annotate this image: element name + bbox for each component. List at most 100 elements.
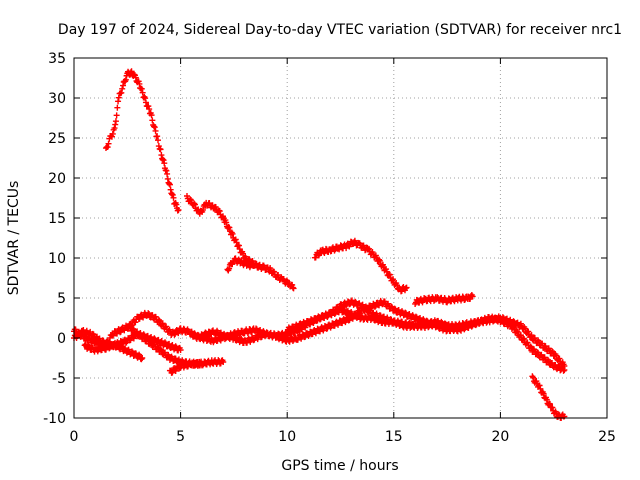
- data-point: [191, 200, 198, 207]
- data-point: [134, 328, 141, 335]
- data-point: [542, 343, 549, 350]
- data-point: [560, 367, 567, 374]
- data-point: [263, 329, 270, 336]
- data-point: [132, 319, 139, 326]
- data-point: [250, 263, 257, 269]
- data-point: [156, 318, 163, 325]
- data-point: [352, 298, 359, 305]
- data-point: [317, 316, 323, 323]
- data-point: [115, 98, 122, 105]
- data-point: [155, 143, 162, 150]
- data-point: [155, 316, 162, 323]
- y-tick-label: 0: [57, 331, 66, 347]
- series-arc-10: [166, 358, 205, 376]
- data-point: [366, 245, 373, 252]
- data-point: [517, 332, 524, 339]
- data-point: [386, 271, 393, 278]
- data-point: [164, 175, 171, 182]
- series-arc-12: [284, 297, 568, 369]
- data-point: [151, 124, 158, 131]
- data-point: [106, 345, 113, 352]
- data-point: [527, 343, 534, 350]
- data-point: [139, 89, 146, 96]
- data-point: [159, 320, 166, 327]
- data-point: [287, 327, 294, 334]
- data-point: [177, 347, 184, 353]
- data-point: [157, 146, 164, 153]
- y-tick-label: -5: [52, 371, 66, 387]
- data-point: [289, 338, 296, 345]
- data-point: [137, 330, 144, 337]
- data-point: [229, 261, 236, 268]
- data-point: [114, 104, 121, 111]
- data-point: [528, 332, 535, 339]
- data-point: [533, 378, 540, 385]
- data-point: [163, 323, 170, 330]
- data-point: [141, 93, 148, 100]
- data-point: [148, 112, 155, 119]
- data-point: [152, 313, 159, 320]
- data-point: [167, 186, 174, 193]
- y-tick-label: 35: [48, 51, 66, 67]
- data-point: [142, 99, 149, 106]
- data-point: [154, 133, 161, 140]
- data-point: [113, 112, 120, 119]
- data-point: [294, 324, 301, 331]
- series-arc-13: [529, 373, 568, 422]
- data-point: [133, 329, 140, 336]
- plot-frame: [73, 57, 608, 419]
- data-point: [112, 118, 119, 125]
- x-tick-label: 20: [491, 429, 509, 445]
- chart-title: Day 197 of 2024, Sidereal Day-to-day VTE…: [58, 22, 622, 38]
- data-point: [376, 256, 383, 263]
- data-point: [510, 318, 517, 325]
- data-point: [388, 303, 395, 310]
- data-point: [128, 68, 135, 75]
- data-point: [115, 94, 122, 101]
- data-point: [169, 191, 176, 198]
- data-point: [546, 400, 553, 407]
- data-point: [229, 230, 236, 237]
- data-point: [220, 359, 227, 365]
- data-point: [145, 103, 152, 110]
- series-arc-2: [183, 193, 297, 292]
- data-point: [155, 137, 162, 144]
- data-point: [249, 261, 256, 268]
- data-point: [142, 95, 149, 102]
- x-tick-label: 5: [176, 429, 185, 445]
- data-point: [390, 276, 397, 283]
- data-point: [309, 319, 316, 326]
- data-point: [105, 140, 112, 147]
- series-arc-4: [311, 237, 410, 295]
- data-point: [166, 180, 173, 187]
- data-point: [549, 404, 556, 411]
- data-point: [212, 204, 219, 211]
- data-point: [312, 254, 319, 261]
- data-point: [271, 268, 278, 275]
- series-arc-1: [102, 68, 182, 214]
- y-tick-label: 15: [48, 211, 66, 227]
- data-point: [138, 356, 145, 363]
- data-point: [275, 271, 282, 278]
- data-point: [335, 306, 342, 313]
- data-point: [154, 344, 161, 351]
- data-point: [381, 298, 388, 305]
- data-point: [556, 355, 563, 362]
- data-point: [289, 284, 296, 291]
- x-tick-label: 25: [598, 429, 616, 445]
- data-point: [376, 257, 383, 264]
- y-tick-label: 5: [57, 291, 66, 307]
- data-point: [199, 206, 206, 213]
- data-point: [561, 363, 568, 369]
- x-tick-label: 0: [70, 429, 79, 445]
- axis-ticks: 0 5 10 15 20 25 -10 -5 0 5 10 15 20 25 30 35: [43, 51, 616, 445]
- data-point: [146, 106, 153, 113]
- data-point: [118, 89, 125, 96]
- series-arc-11: [188, 297, 461, 346]
- data-point: [112, 121, 119, 128]
- data-point: [161, 160, 168, 167]
- data-point: [151, 335, 158, 342]
- data-point: [172, 343, 179, 350]
- data-point: [104, 144, 111, 151]
